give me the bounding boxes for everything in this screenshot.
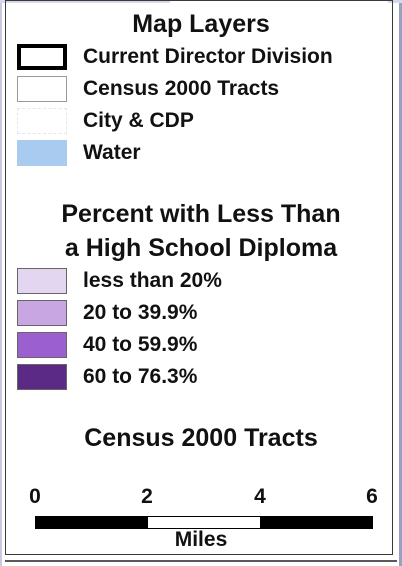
city-cdp-label: City & CDP: [83, 109, 194, 132]
census-tracts-swatch: [17, 76, 67, 102]
scale-segment-2: [147, 517, 260, 528]
director-division-label: Current Director Division: [83, 45, 333, 68]
legend-frame: [5, 0, 393, 555]
top-edge-line-left: [0, 0, 170, 3]
water-label: Water: [83, 141, 141, 164]
class-1-swatch: [17, 268, 67, 294]
legend-item-census-tracts: Census 2000 Tracts: [17, 76, 387, 104]
scale-tick-4: 4: [254, 485, 266, 508]
scale-tick-2: 2: [141, 485, 153, 508]
class-4-swatch: [17, 364, 67, 390]
scale-tick-0: 0: [29, 485, 41, 508]
scale-bar: [35, 516, 373, 529]
scale-section-title: Census 2000 Tracts: [84, 424, 318, 452]
water-swatch: [17, 140, 67, 166]
right-edge-line: [399, 0, 402, 566]
percent-legend-title-line1: Percent with Less Than: [61, 200, 341, 228]
scale-tick-6: 6: [366, 485, 378, 508]
percent-legend-title-line2: a High School Diploma: [64, 234, 338, 262]
legend-class-3: 40 to 59.9%: [17, 332, 387, 360]
class-3-label: 40 to 59.9%: [83, 333, 198, 356]
class-2-swatch: [17, 300, 67, 326]
top-edge-line-right: [388, 0, 402, 3]
class-2-label: 20 to 39.9%: [83, 301, 198, 324]
legend-item-city-cdp: City & CDP: [17, 108, 387, 136]
map-layers-title: Map Layers: [132, 10, 270, 38]
legend-class-2: 20 to 39.9%: [17, 300, 387, 328]
left-edge-line: [0, 0, 2, 566]
city-cdp-swatch: [17, 108, 67, 134]
class-4-label: 60 to 76.3%: [83, 365, 198, 388]
census-tracts-label: Census 2000 Tracts: [83, 77, 280, 100]
director-division-swatch: [17, 44, 67, 70]
class-3-swatch: [17, 332, 67, 358]
legend-item-director-division: Current Director Division: [17, 44, 387, 72]
scale-segment-1: [36, 517, 148, 528]
scale-unit-label: Miles: [174, 528, 228, 551]
class-1-label: less than 20%: [83, 269, 222, 292]
legend-item-water: Water: [17, 140, 387, 168]
legend-class-1: less than 20%: [17, 268, 387, 296]
bottom-edge-line: [5, 560, 397, 562]
scale-segment-3: [260, 517, 372, 528]
legend-class-4: 60 to 76.3%: [17, 364, 387, 392]
